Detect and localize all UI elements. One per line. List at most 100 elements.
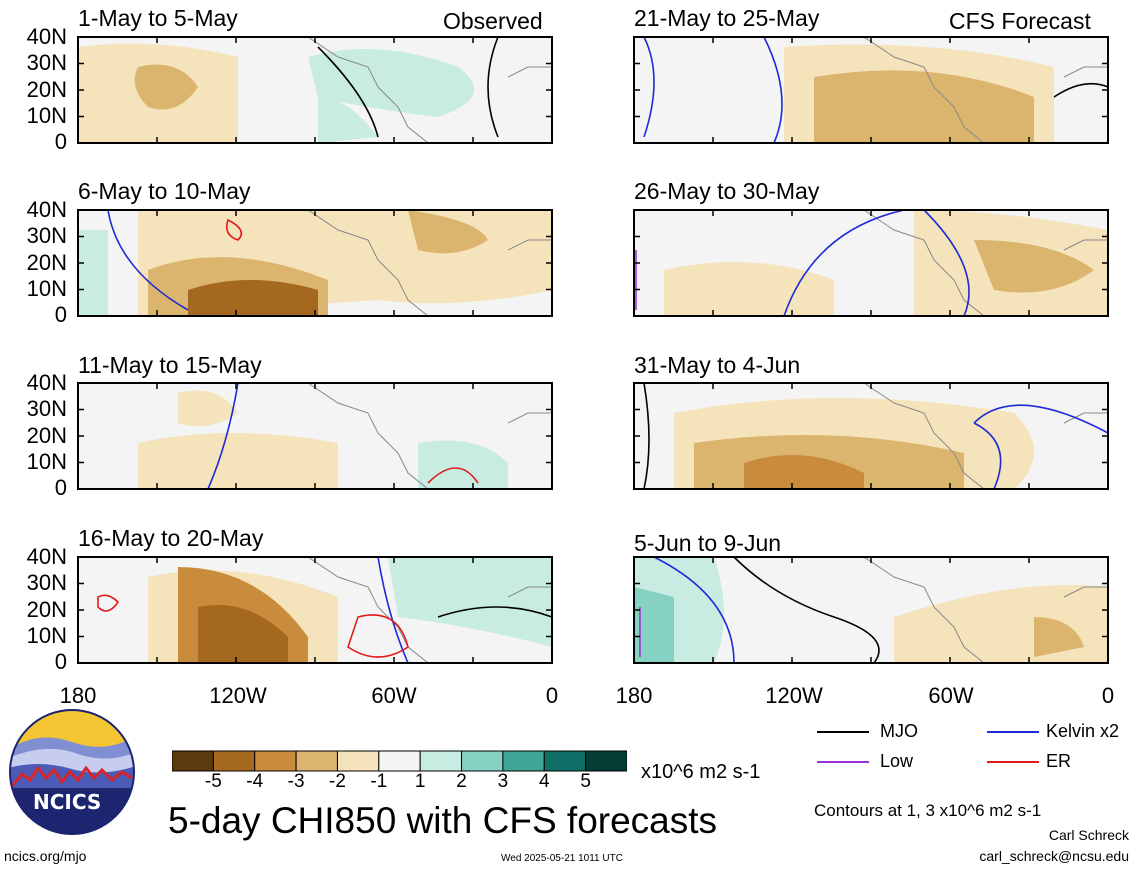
contour-line xyxy=(427,467,479,484)
map-panel xyxy=(633,382,1109,490)
lat-tick: 20N xyxy=(26,422,67,448)
lon-tick-120w-left: 120W xyxy=(209,683,267,708)
panel-title-2: 6-May to 10-May xyxy=(78,178,251,204)
colorbar-tick: -5 xyxy=(204,771,222,792)
anomaly-region xyxy=(78,230,108,316)
panel-title-6: 26-May to 30-May xyxy=(634,178,820,204)
map-panel xyxy=(633,556,1109,664)
anomaly-region xyxy=(188,280,318,316)
anomaly-region xyxy=(974,240,1094,293)
anomaly-region xyxy=(134,64,198,110)
colorbar-tick: -4 xyxy=(246,771,264,792)
coastline xyxy=(804,382,985,490)
lon-tick-120w-right: 120W xyxy=(765,683,823,708)
lat-tick: 40N xyxy=(26,370,67,395)
coastline xyxy=(248,209,429,317)
map-panel xyxy=(633,209,1109,317)
colorbar-swatch xyxy=(419,750,463,772)
contour-line xyxy=(1053,82,1109,98)
contour-line xyxy=(317,46,379,138)
lon-tick-0-left: 0 xyxy=(545,683,559,708)
lat-tick: 10N xyxy=(26,622,67,648)
lat-tick: 30N xyxy=(26,570,67,596)
lat-tick: 40N xyxy=(26,544,67,569)
contour-line xyxy=(733,556,880,664)
lat-tick: 0 xyxy=(54,475,67,501)
contour-line xyxy=(225,218,243,241)
colorbar-swatch xyxy=(543,750,587,772)
colorbar-tick: -1 xyxy=(370,771,388,792)
lat-tick: 10N xyxy=(26,102,67,128)
lat-tick: 30N xyxy=(26,50,67,76)
panel-title-4: 16-May to 20-May xyxy=(78,525,264,551)
anomaly-region xyxy=(198,605,288,663)
colorbar-tick: -3 xyxy=(287,771,305,792)
anomaly-region xyxy=(388,557,552,647)
coastline xyxy=(1063,239,1108,251)
coastline xyxy=(804,36,985,144)
map-panel xyxy=(77,209,553,317)
lon-tick-60w-right: 60W xyxy=(928,683,974,708)
contour-line xyxy=(973,422,1002,490)
colorbar xyxy=(172,750,627,772)
lat-tick: 0 xyxy=(54,649,67,675)
lat-tick: 10N xyxy=(26,448,67,474)
timestamp: Wed 2025-05-21 1011 UTC xyxy=(501,853,623,864)
coastline xyxy=(507,239,552,251)
coastline xyxy=(804,209,985,317)
colorbar-swatch xyxy=(336,750,380,772)
anomaly-region xyxy=(418,440,508,489)
coastline xyxy=(1063,412,1108,424)
lat-tick: 0 xyxy=(54,129,67,155)
legend-er-label: ER xyxy=(1046,751,1072,771)
lon-tick-180-left: 180 xyxy=(59,683,97,708)
contours-note: Contours at 1, 3 x10^6 m2 s-1 xyxy=(814,801,1042,820)
lat-tick: 30N xyxy=(26,223,67,249)
colorbar-swatch xyxy=(378,750,421,772)
contour-line xyxy=(97,594,120,612)
lon-tick-180-right: 180 xyxy=(615,683,653,708)
anomaly-region xyxy=(664,262,834,316)
colorbar-tick: 5 xyxy=(580,771,591,792)
colorbar-swatch xyxy=(461,750,504,772)
lat-tick: 0 xyxy=(54,302,67,328)
lat-tick: 10N xyxy=(26,275,67,301)
coastline xyxy=(248,36,429,144)
lat-tick: 20N xyxy=(26,76,67,102)
colorbar-swatch xyxy=(502,750,545,772)
colorbar-tick: 4 xyxy=(538,771,550,792)
lat-tick: 20N xyxy=(26,249,67,275)
anomaly-region xyxy=(634,587,674,663)
panel-title-7: 31-May to 4-Jun xyxy=(634,352,801,378)
contour-line xyxy=(377,556,409,664)
map-panel xyxy=(633,36,1109,144)
panel-title-8: 5-Jun to 9-Jun xyxy=(634,530,782,556)
colorbar-swatch xyxy=(172,750,214,772)
anomaly-region xyxy=(408,210,488,254)
legend-mjo-label: MJO xyxy=(880,721,918,741)
colorbar-swatch xyxy=(295,750,338,772)
lat-tick: 40N xyxy=(26,24,67,49)
contour-line xyxy=(207,382,239,490)
lon-tick-60w-left: 60W xyxy=(371,683,417,708)
email: carl_schreck@ncsu.edu xyxy=(979,848,1129,864)
legend-kelvin-label: Kelvin x2 xyxy=(1046,721,1120,741)
panel-label-observed: Observed xyxy=(443,8,543,34)
ncics-logo xyxy=(9,709,135,835)
coastline xyxy=(507,66,552,78)
main-title: 5-day CHI850 with CFS forecasts xyxy=(168,800,718,841)
website-link[interactable]: ncics.org/mjo xyxy=(4,848,87,864)
panel-title-3: 11-May to 15-May xyxy=(78,352,262,378)
lat-tick: 40N xyxy=(26,197,67,222)
contour-line xyxy=(643,36,655,138)
colorbar-tick: 3 xyxy=(497,771,509,792)
contour-line xyxy=(653,556,735,664)
lon-tick-0-right: 0 xyxy=(1101,683,1115,708)
map-panel xyxy=(77,382,553,490)
contour-line xyxy=(973,404,1109,434)
anomaly-region xyxy=(744,455,864,489)
coastline xyxy=(1063,66,1108,78)
colorbar-units: x10^6 m2 s-1 xyxy=(641,761,761,783)
coastline xyxy=(1063,586,1108,598)
